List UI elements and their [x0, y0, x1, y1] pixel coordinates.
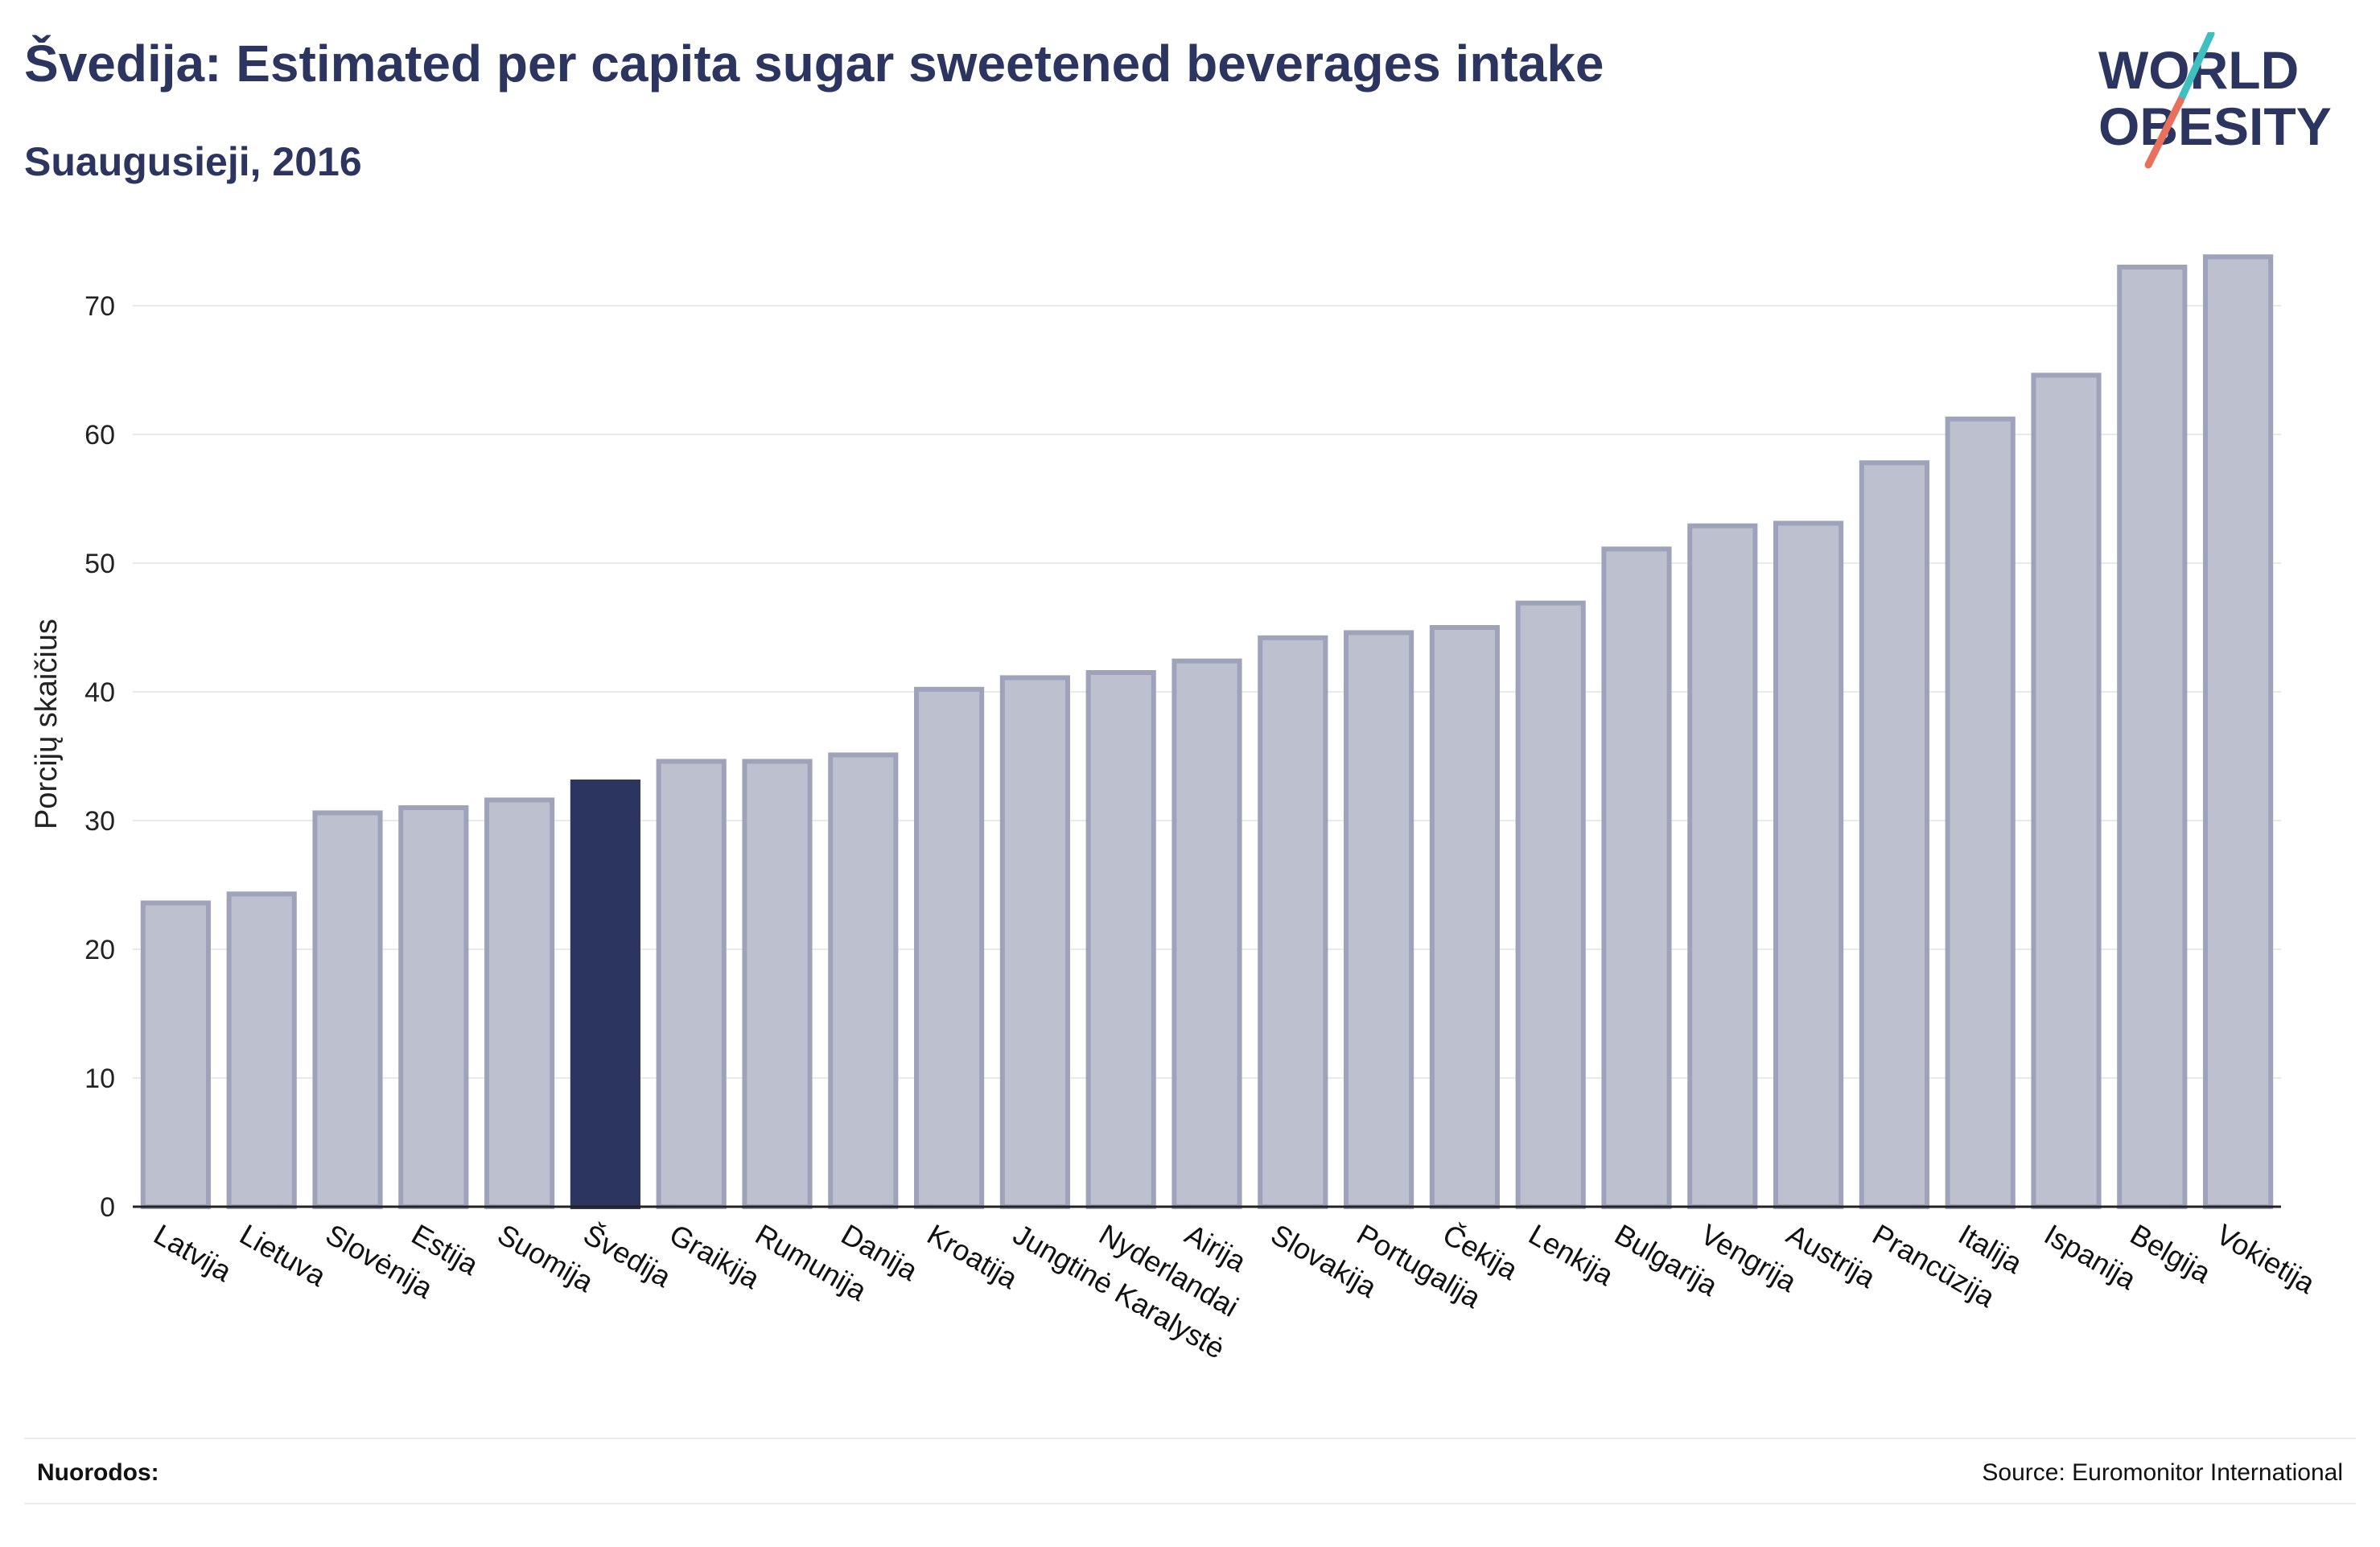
bar	[312, 810, 383, 1210]
bar	[2203, 254, 2274, 1210]
y-tick-label: 60	[84, 420, 115, 451]
x-tick-label: Graikija	[664, 1217, 766, 1295]
bar	[1773, 520, 1844, 1209]
bar	[398, 805, 469, 1209]
references-label: Nuorodos:	[37, 1459, 159, 1486]
bar	[828, 752, 899, 1209]
x-tick-label: Suomija	[492, 1217, 600, 1298]
y-tick-label: 10	[84, 1064, 115, 1094]
bar	[1601, 546, 1672, 1209]
source-label: Source: Euromonitor International	[1982, 1459, 2343, 1486]
x-tick-label: Lietuva	[234, 1217, 332, 1293]
bar	[1687, 523, 1758, 1209]
x-tick-label: Ispanija	[2039, 1217, 2143, 1296]
bar	[1429, 625, 1500, 1209]
logo-word-obesity: OBESITY	[2098, 97, 2332, 156]
bar	[570, 780, 640, 1209]
y-tick-label: 50	[84, 549, 115, 579]
world-obesity-logo: WORLD OBESITY	[2098, 32, 2332, 169]
chart-title: Švedija: Estimated per capita sugar swee…	[24, 35, 1604, 93]
bar	[1171, 658, 1242, 1209]
logo-slash-teal	[2176, 32, 2215, 105]
bar	[1344, 630, 1414, 1209]
logo-slash-coral	[2144, 97, 2184, 169]
x-tick-label: Latvija	[148, 1217, 237, 1288]
footer-divider-top	[24, 1438, 2356, 1439]
bar	[1859, 460, 1929, 1209]
bar	[742, 759, 813, 1209]
bar	[914, 686, 985, 1209]
bar	[2117, 265, 2188, 1209]
bar	[1945, 416, 2016, 1209]
x-tick-label: Austrija	[1781, 1217, 1882, 1294]
x-tick-label: Lenkija	[1523, 1217, 1620, 1292]
x-tick-label: Belgija	[2125, 1217, 2217, 1290]
bar	[1085, 670, 1156, 1209]
bar	[1258, 635, 1328, 1209]
bar	[656, 759, 727, 1209]
logo-word-world: WORLD	[2098, 40, 2299, 100]
footer-divider-bottom	[24, 1503, 2356, 1504]
y-tick-label: 0	[100, 1192, 115, 1223]
y-axis-label: Porcijų skaičius	[30, 619, 64, 829]
bar	[484, 797, 555, 1210]
y-tick-label: 20	[84, 935, 115, 965]
x-tick-label: Švedija	[578, 1217, 677, 1294]
bar	[1515, 600, 1586, 1209]
bar	[2031, 372, 2102, 1209]
y-tick-label: 70	[84, 291, 115, 322]
x-tick-label: Vokietija	[2211, 1217, 2321, 1300]
y-tick-label: 30	[84, 806, 115, 837]
y-tick-label: 40	[84, 677, 115, 708]
x-tick-label: Kroatija	[922, 1217, 1024, 1295]
chart-subtitle: Suaugusieji, 2016	[24, 139, 362, 184]
bar	[226, 891, 297, 1209]
bar	[140, 900, 211, 1210]
bar	[999, 675, 1070, 1209]
